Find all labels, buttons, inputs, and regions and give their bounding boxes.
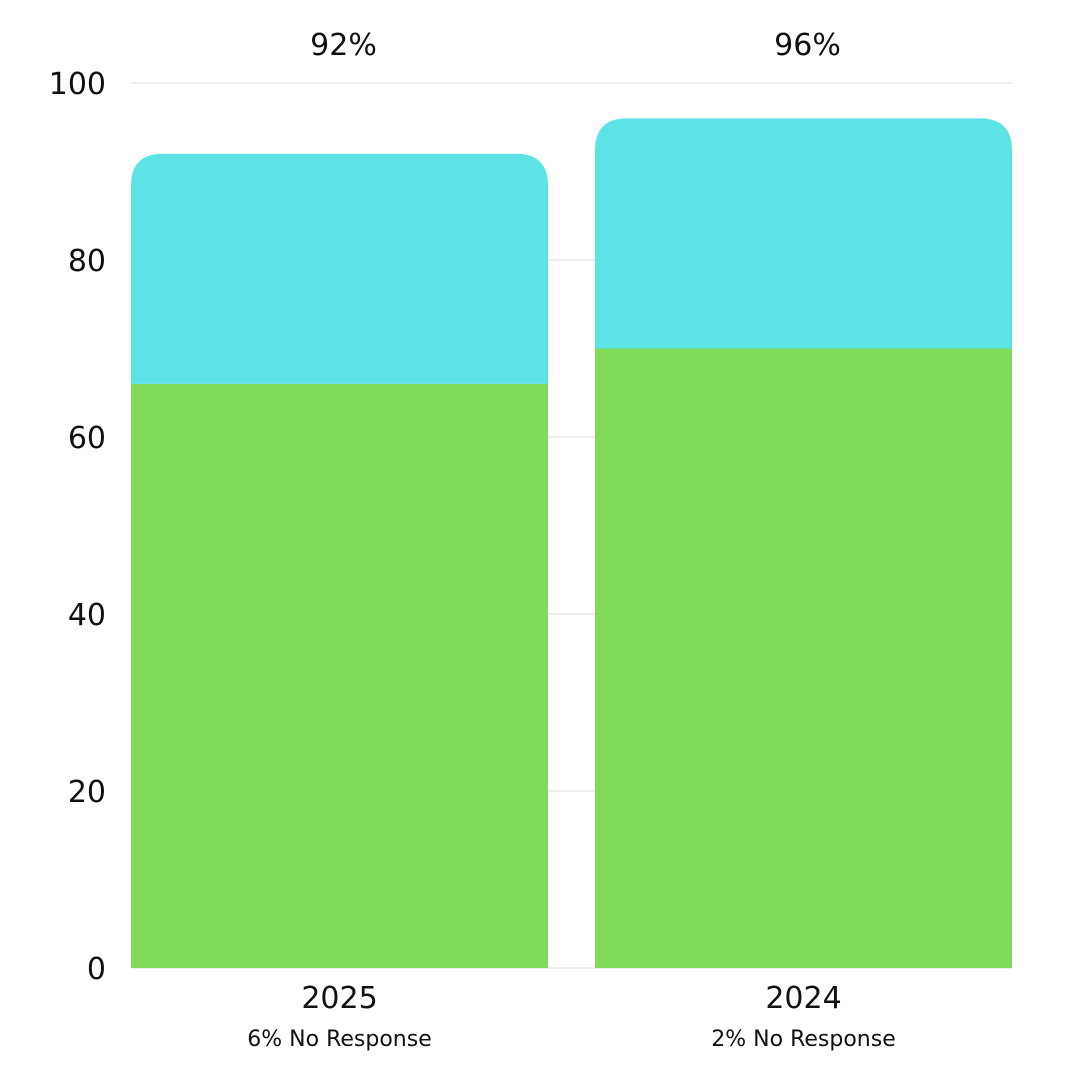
bar-total-label: 92% [310, 28, 377, 63]
x-category-note: 2% No Response [711, 1027, 895, 1052]
bars [131, 118, 1012, 968]
y-axis: 0 20 40 60 80 100 [49, 67, 106, 987]
x-category-label: 2025 [301, 981, 377, 1016]
y-tick-label: 60 [68, 421, 106, 456]
y-tick-label: 0 [87, 952, 106, 987]
y-tick-label: 100 [49, 67, 106, 102]
y-tick-label: 40 [68, 598, 106, 633]
x-category-label: 2024 [765, 981, 841, 1016]
bar-segment [595, 348, 1012, 968]
bar-segment [131, 383, 548, 968]
y-tick-label: 20 [68, 775, 106, 810]
bar-total-label: 96% [774, 28, 841, 63]
y-tick-label: 80 [68, 244, 106, 279]
x-category-note: 6% No Response [247, 1027, 431, 1052]
labels: 92% 2025 6% No Response 96% 2024 2% No Respon… [247, 28, 895, 1052]
bar-segment-top [131, 153, 548, 384]
bar-segment-top [595, 118, 1012, 349]
